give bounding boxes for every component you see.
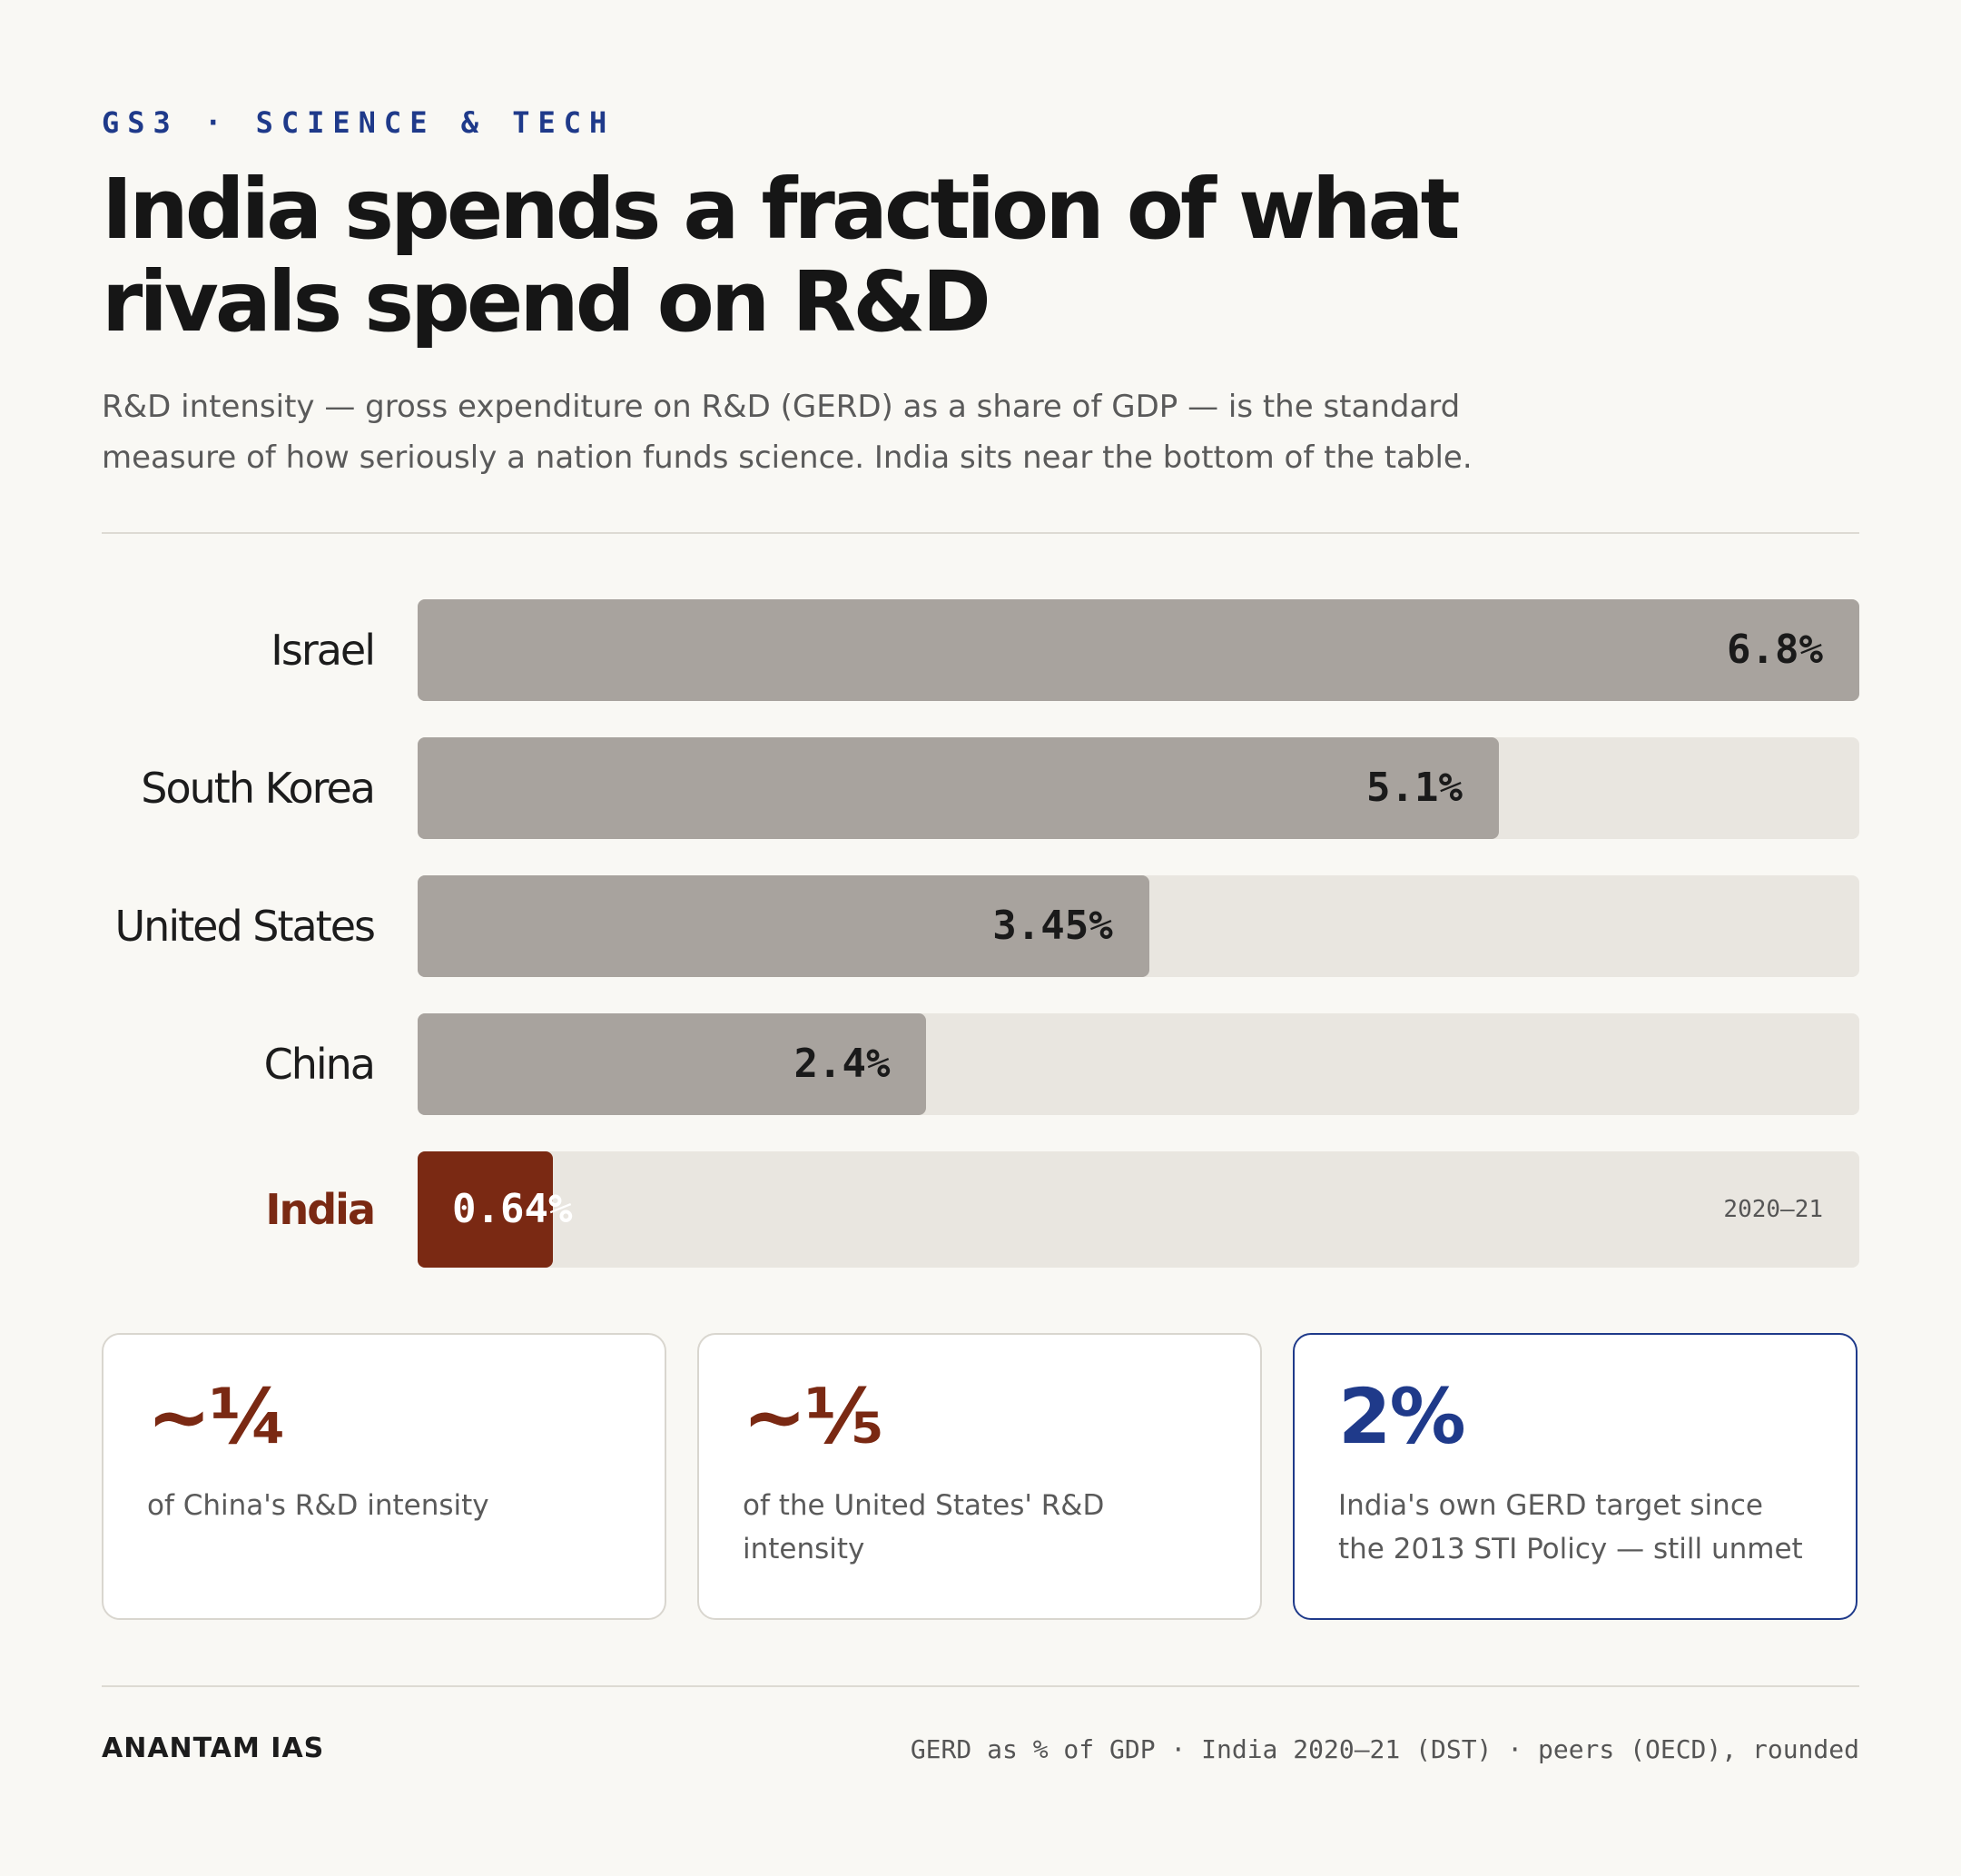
stat-card-target: 2% India's own GERD target since the 201… — [1293, 1333, 1858, 1620]
bar-track — [418, 1151, 1859, 1268]
bar — [418, 599, 1859, 701]
stat-card-us: ~⅕ of the United States' R&D intensity — [697, 1333, 1262, 1620]
stat-figure: 2% — [1338, 1372, 1466, 1461]
bar-value-label: 3.45% — [992, 903, 1113, 949]
bar-chart: Israel 6.8% South Korea 5.1% United States 3.… — [114, 599, 1859, 1268]
page-subtitle: R&D intensity — gross expenditure on R&D… — [102, 389, 1473, 476]
stat-figure: ~¼ — [147, 1372, 288, 1461]
year-note: 2020–21 — [1723, 1196, 1823, 1223]
stat-text: of the United States' R&D intensity — [743, 1489, 1105, 1565]
stat-text: India's own GERD target since the 2013 S… — [1338, 1489, 1803, 1565]
bottom-divider — [102, 1685, 1859, 1687]
bar-value-label: 5.1% — [1366, 765, 1463, 811]
bar-value-label: 0.64% — [452, 1186, 573, 1232]
stat-card-china: ~¼ of China's R&D intensity — [102, 1333, 666, 1620]
stat-figure: ~⅕ — [743, 1372, 883, 1461]
bar — [418, 875, 1149, 977]
eyebrow: GS3 · SCIENCE & TECH — [102, 105, 616, 140]
page-title: India spends a fraction of what rivals s… — [102, 161, 1461, 351]
source-note: GERD as % of GDP · India 2020–21 (DST) ·… — [910, 1734, 1859, 1764]
top-divider — [102, 532, 1859, 534]
brand-name: ANANTAM IAS — [102, 1733, 325, 1764]
bar-value-label: 6.8% — [1727, 627, 1823, 673]
category-label: United States — [114, 902, 377, 951]
category-label: China — [263, 1040, 376, 1089]
bar — [418, 737, 1499, 839]
bar — [418, 1151, 554, 1268]
bar — [418, 1013, 927, 1115]
category-label: South Korea — [141, 764, 376, 813]
stat-text: of China's R&D intensity — [147, 1489, 489, 1522]
bar-value-label: 2.4% — [793, 1041, 891, 1087]
category-label: India — [265, 1185, 376, 1234]
category-label: Israel — [271, 626, 376, 675]
